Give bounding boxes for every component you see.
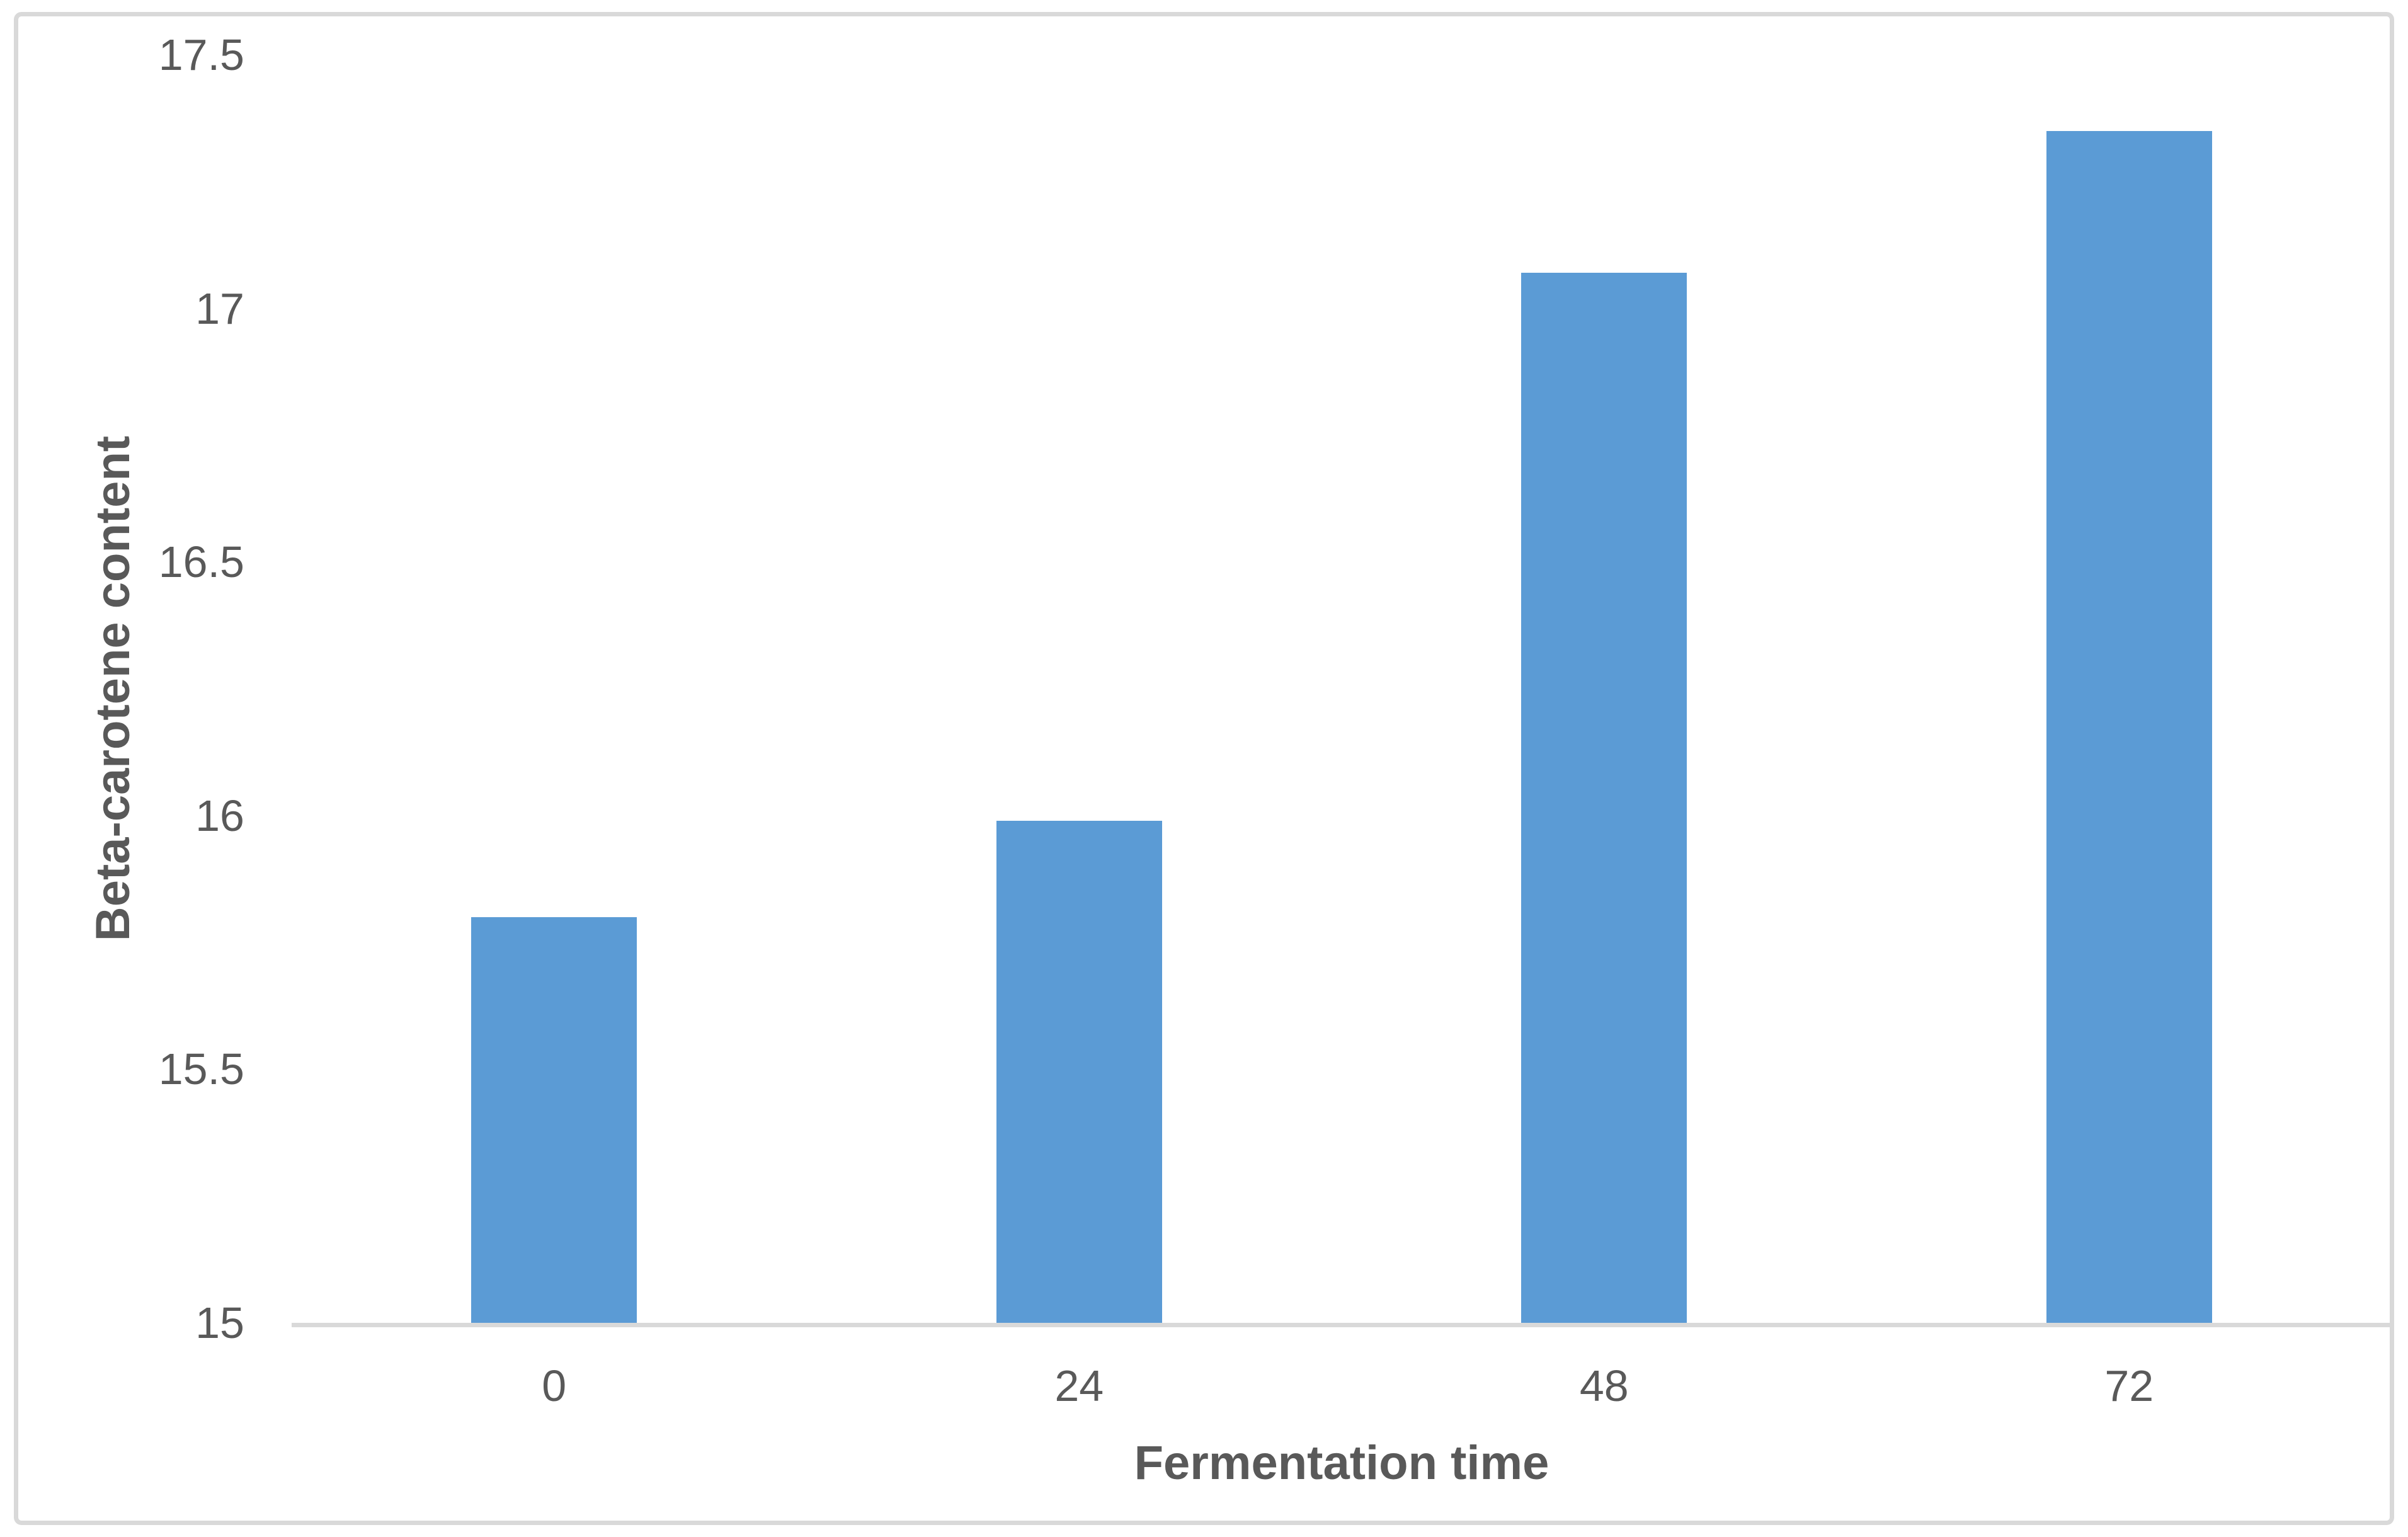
plot-area bbox=[292, 55, 2392, 1323]
y-tick-label-16: 16 bbox=[195, 791, 244, 840]
x-tick-label-24: 24 bbox=[1054, 1361, 1104, 1410]
x-axis-title: Fermentation time bbox=[1134, 1436, 1549, 1490]
bar-category-48 bbox=[1521, 273, 1687, 1323]
y-tick-label-15: 15 bbox=[195, 1298, 244, 1347]
y-tick-label-17.5: 17.5 bbox=[158, 30, 244, 79]
x-axis-line bbox=[292, 1323, 2394, 1327]
y-tick-label-17: 17 bbox=[195, 283, 244, 333]
y-tick-label-16.5: 16.5 bbox=[158, 537, 244, 587]
bar-category-24 bbox=[996, 820, 1162, 1323]
x-tick-label-48: 48 bbox=[1579, 1361, 1629, 1410]
bar-category-0 bbox=[471, 917, 637, 1323]
y-tick-label-15.5: 15.5 bbox=[158, 1044, 244, 1094]
y-axis-title: Beta-carotene content bbox=[86, 435, 140, 942]
bar-category-72 bbox=[2046, 130, 2212, 1323]
x-tick-label-0: 0 bbox=[542, 1361, 567, 1410]
x-tick-label-72: 72 bbox=[2104, 1361, 2154, 1410]
